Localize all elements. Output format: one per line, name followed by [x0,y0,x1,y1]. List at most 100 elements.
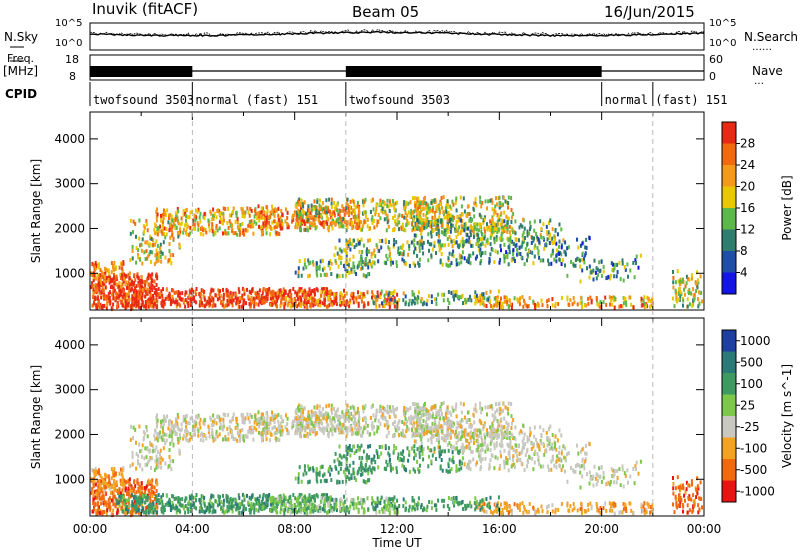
nsearch-dots: …… [752,42,772,53]
heatmap-cell-3281 [679,290,682,294]
heatmap-cell-1269 [250,414,253,419]
heatmap-cell-2809 [447,263,450,268]
heatmap-cell-1107 [327,296,330,301]
heatmap-cell-3022 [499,305,502,309]
heatmap-cell-2458 [524,236,526,240]
heatmap-cell-246 [141,285,144,290]
heatmap-cell-3045 [587,301,590,306]
heatmap-cell-1104 [339,296,342,300]
heatmap-cell-2691 [350,242,353,247]
heatmap-cell-1218 [228,425,231,430]
heatmap-cell-287 [131,508,134,513]
heatmap-cell-3133 [464,297,467,302]
heatmap-cell-234 [91,303,94,308]
heatmap-cell-924 [327,510,329,515]
heatmap-cell-653 [287,300,290,305]
heatmap-cell-806 [270,293,273,298]
heatmap-cell-2512 [467,239,470,244]
heatmap-cell-2892 [352,265,355,270]
heatmap-cell-1285 [247,210,250,215]
heatmap-cell-1038 [383,304,386,309]
heatmap-cell-1736 [361,224,364,229]
heatmap-cell-3417 [594,270,597,275]
heatmap-cell-1634 [366,224,369,229]
heatmap-cell-336 [99,281,102,286]
heatmap-cell-2135 [507,195,510,200]
heatmap-cell-1892 [402,226,405,231]
heatmap-cell-1259 [219,422,222,427]
heatmap-cell-2848 [349,241,352,246]
heatmap-cell-1939 [318,210,321,215]
heatmap-cell-523 [253,297,256,302]
heatmap-cell-1381 [235,416,238,421]
heatmap-cell-622 [155,293,158,297]
heatmap-cell-1975 [334,204,337,209]
heatmap-cell-2686 [440,252,443,256]
heatmap-cell-465 [171,295,174,299]
heatmap-cell-3358 [129,231,132,236]
heatmap-cell-2235 [459,215,462,220]
heatmap-cell-2175 [461,212,464,217]
heatmap-cell-1247 [246,228,249,233]
heatmap-cell-2236 [473,201,476,206]
heatmap-cell-148 [149,491,152,496]
heatmap-cell-1989 [407,210,410,215]
heatmap-cell-1946 [369,209,372,214]
heatmap-cell-3034 [554,304,557,309]
heatmap-cell-791 [258,494,261,499]
heatmap-cell-799 [167,297,170,302]
heatmap-cell-672 [136,507,139,512]
heatmap-cell-2574 [555,259,558,264]
heatmap-cell-2155 [475,203,478,208]
heatmap-cell-2396 [547,230,550,235]
heatmap-cell-2242 [455,208,458,213]
heatmap-cell-1958 [401,222,404,227]
heatmap-cell-2922 [315,271,318,276]
heatmap-cell-1305 [241,427,244,432]
heatmap-cell-1257 [198,421,201,426]
heatmap-cell-2645 [480,237,482,242]
heatmap-cell-2380 [526,233,529,238]
heatmap-cell-2439 [540,226,543,231]
heatmap-cell-1110 [303,294,306,299]
heatmap-cell-651 [150,296,153,301]
heatmap-cell-1071 [297,495,300,500]
heatmap-cell-1043 [361,500,364,505]
heatmap-cell-2585 [509,236,512,241]
heatmap-cell-1801 [299,209,302,214]
heatmap-cell-654 [201,301,203,305]
heatmap-cell-2753 [364,257,367,261]
heatmap-cell-2564 [463,256,466,261]
heatmap-cell-2418 [549,218,552,223]
heatmap-cell-700 [144,287,147,292]
heatmap-cell-3077 [643,301,646,306]
heatmap-cell-929 [138,296,141,301]
heatmap-cell-391 [121,266,124,271]
heatmap-cell-1227 [212,438,215,443]
heatmap-cell-2863 [322,267,324,272]
heatmap-cell-1168 [197,207,200,212]
cpid-label: CPID [5,87,38,101]
heatmap-cell-608 [245,507,247,512]
heatmap-cell-367 [101,481,104,486]
heatmap-cell-578 [255,501,258,506]
heatmap-cell-1065 [317,299,320,303]
heatmap-cell-765 [329,505,332,510]
heatmap-cell-286 [140,275,143,280]
heatmap-cell-486 [308,289,311,294]
heatmap-cell-1003 [284,501,287,506]
heatmap-cell-3399 [143,250,146,255]
heatmap-cell-1231 [222,424,225,429]
heatmap-cell-721 [152,510,155,515]
heatmap-cell-1044 [339,302,342,307]
heatmap-cell-1464 [293,210,296,215]
heatmap-cell-2657 [551,236,554,241]
heatmap-cell-2730 [447,242,450,247]
heatmap-cell-1408 [192,432,195,437]
heatmap-cell-1109 [357,501,360,506]
heatmap-cell-3264 [686,304,689,309]
heatmap-cell-1295 [265,231,268,236]
heatmap-cell-2859 [302,266,305,271]
heatmap-cell-1111 [309,508,312,513]
heatmap-cell-2398 [444,232,447,237]
